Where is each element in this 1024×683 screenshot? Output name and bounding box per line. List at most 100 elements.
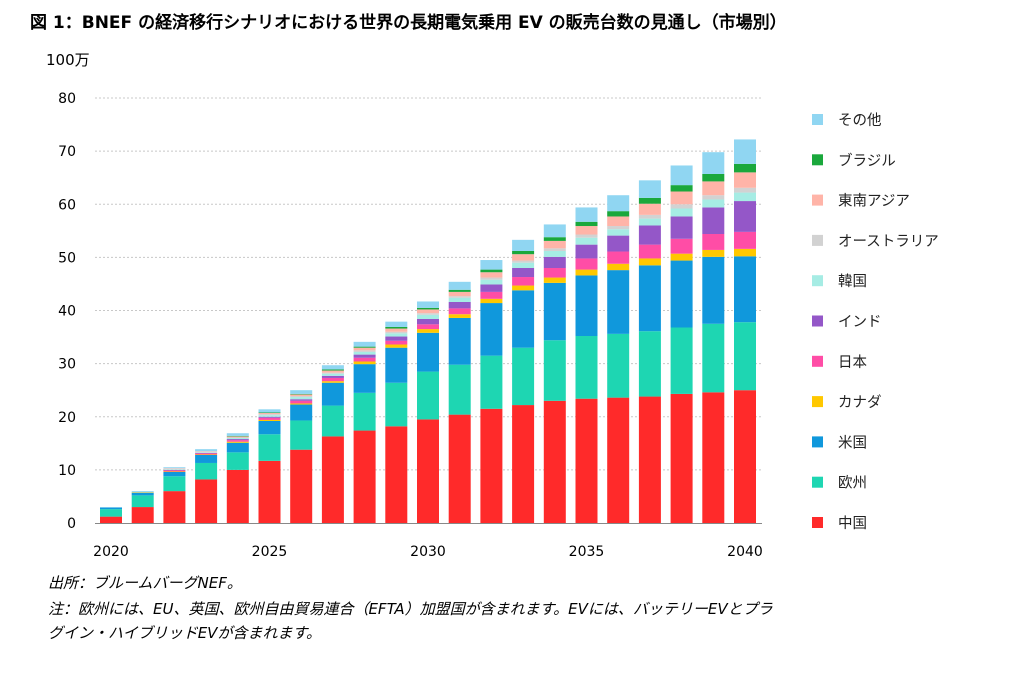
bar-segment	[543, 400, 566, 523]
bar-segment	[512, 254, 535, 261]
bar-segment	[258, 419, 281, 421]
bar-segment	[670, 260, 693, 328]
bar-segment	[353, 392, 376, 431]
x-tick-label: 2040	[727, 544, 763, 560]
legend-label: 米国	[838, 434, 867, 451]
bar-segment	[321, 370, 344, 373]
bar-segment	[195, 462, 218, 480]
bar-segment	[258, 434, 281, 461]
bar-segment	[638, 203, 661, 215]
bar-stack	[290, 390, 313, 523]
bar-segment	[226, 439, 249, 441]
bar-segment	[512, 251, 535, 255]
bar-segment	[734, 163, 756, 173]
legend-label: 東南アジア	[838, 193, 910, 210]
bar-segment	[607, 333, 630, 398]
legend-swatch	[812, 114, 823, 125]
legend-label: カナダ	[838, 394, 882, 411]
bar-segment	[607, 251, 630, 264]
bar-segment	[734, 172, 756, 188]
bar-segment	[638, 265, 661, 332]
bar-segment	[702, 392, 725, 523]
bar-segment	[353, 350, 376, 352]
legend-swatch	[812, 436, 823, 448]
bar-segment	[543, 277, 566, 283]
y-tick-label: 50	[58, 250, 76, 266]
legend-swatch	[812, 234, 823, 246]
legend-label: 韓国	[838, 273, 867, 290]
bar-segment	[385, 333, 408, 337]
bar-segment	[226, 436, 249, 438]
bar-segment	[258, 413, 281, 415]
bar-segment	[702, 256, 725, 324]
bar-segment	[290, 390, 313, 394]
x-tick-label: 2030	[410, 544, 446, 560]
bar-segment	[385, 336, 408, 341]
bar-segment	[163, 476, 186, 492]
bar-segment	[226, 435, 249, 437]
bar-segment	[163, 472, 186, 477]
bar-segment	[353, 364, 376, 393]
bar-stack	[734, 139, 756, 523]
bar-segment	[512, 277, 535, 286]
bar-segment	[290, 399, 313, 401]
bar-segment	[512, 405, 535, 523]
bar-segment	[290, 404, 313, 421]
bar-segment	[258, 415, 281, 417]
bar-segment	[638, 331, 661, 397]
bar-segment	[448, 281, 471, 290]
bar-stack	[258, 409, 281, 523]
footnote-line-2: グイン・ハイブリッドEVが含まれます。	[48, 624, 321, 642]
bar-segment	[353, 357, 376, 362]
bar-segment	[195, 453, 218, 455]
bar-segment	[702, 323, 725, 393]
bar-stack	[448, 281, 471, 523]
bar-segment	[163, 471, 186, 472]
bar-segment	[385, 344, 408, 348]
bar-segment	[385, 326, 408, 329]
bar-segment	[480, 279, 503, 285]
bar-segment	[131, 492, 154, 493]
bar-segment	[163, 491, 186, 523]
bar-segment	[543, 248, 566, 251]
bar-segment	[448, 314, 471, 318]
bar-segment	[131, 495, 154, 508]
y-tick-label: 20	[58, 410, 76, 426]
bar-segment	[512, 347, 535, 406]
bar-stack	[607, 195, 630, 523]
bar-segment	[195, 454, 218, 455]
bar-segment	[480, 260, 503, 270]
bar-segment	[512, 285, 535, 291]
bar-segment	[480, 303, 503, 356]
bar-segment	[385, 426, 408, 523]
bar-segment	[258, 412, 281, 414]
bar-segment	[638, 180, 661, 198]
bar-segment	[258, 460, 281, 523]
bar-segment	[417, 419, 439, 523]
bar-segment	[353, 341, 376, 347]
bar-segment	[290, 449, 313, 523]
bar-segment	[290, 400, 313, 404]
bar-segment	[734, 256, 756, 323]
bar-segment	[670, 253, 693, 261]
bar-segment	[163, 470, 186, 472]
bar-segment	[448, 297, 471, 302]
bar-segment	[638, 396, 661, 523]
bar-segment	[448, 296, 471, 298]
bar-stack	[417, 301, 439, 523]
bar-segment	[448, 364, 471, 415]
bar-segment	[290, 397, 313, 400]
legend-swatch	[812, 355, 823, 367]
bar-segment	[290, 403, 313, 405]
bar-segment	[638, 214, 661, 219]
bar-segment	[195, 452, 218, 454]
bar-segment	[131, 507, 154, 523]
bar-segment	[670, 185, 693, 192]
bar-segment	[448, 317, 471, 365]
legend-label: 欧州	[838, 475, 867, 492]
legend-label: その他	[838, 112, 882, 129]
bar-segment	[258, 414, 281, 416]
bar-segment	[417, 309, 439, 314]
legend-swatch	[812, 396, 823, 408]
bar-segment	[575, 226, 598, 235]
